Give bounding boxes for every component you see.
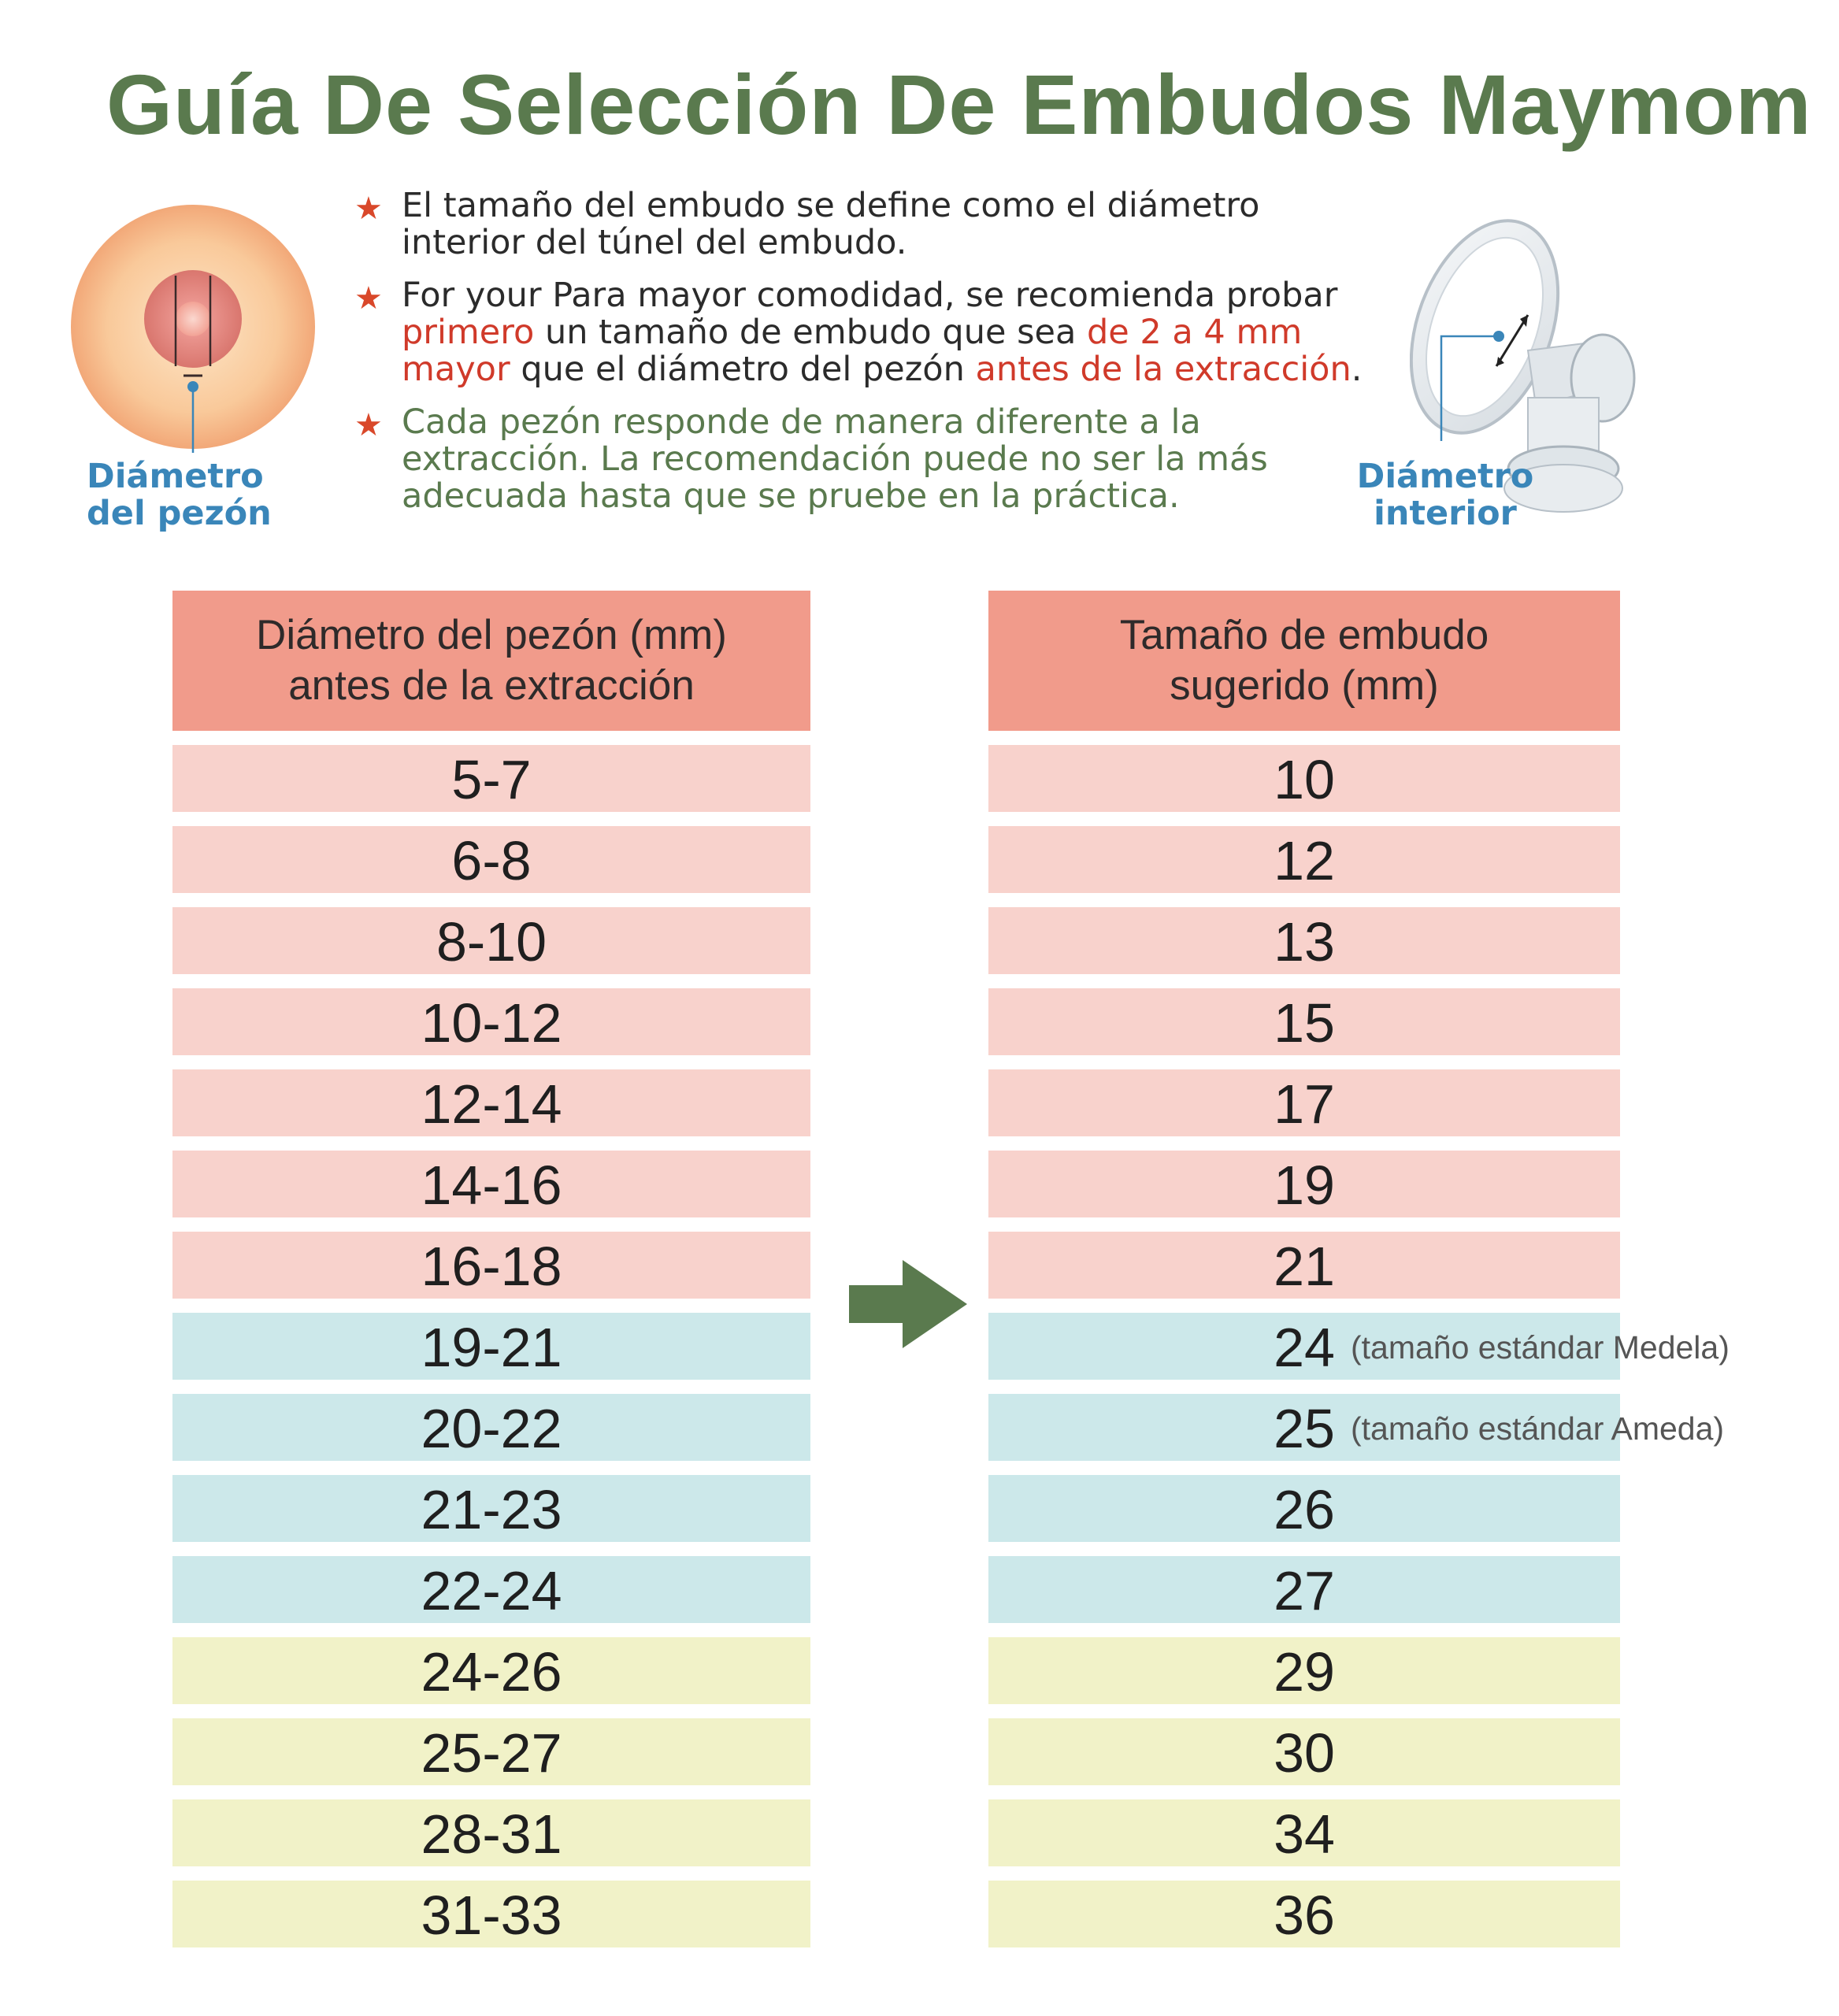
funnel-size-row: 27 <box>988 1556 1620 1623</box>
nipple-diameter-value: 28-31 <box>421 1803 562 1865</box>
nipple-diagram-icon <box>71 205 315 453</box>
funnel-size-row: 15 <box>988 988 1620 1055</box>
funnel-size-value: 27 <box>1274 1560 1335 1621</box>
nipple-diameter-value: 25-27 <box>421 1722 562 1784</box>
funnel-size-value: 24 <box>1274 1317 1335 1378</box>
nipple-diameter-row: 19-21 <box>172 1313 810 1380</box>
nipple-diameter-header: Diámetro del pezón (mm) antes de la extr… <box>172 591 810 731</box>
funnel-size-row: 19 <box>988 1151 1620 1217</box>
nipple-diameter-label: Diámetro del pezón <box>87 458 291 532</box>
nipple-diameter-value: 6-8 <box>451 830 532 891</box>
inner-diameter-label: Diámetro interior <box>1343 458 1548 532</box>
note-text-part: que el diámetro del pezón <box>510 350 976 389</box>
nipple-diameter-table: Diámetro del pezón (mm) antes de la extr… <box>172 591 810 1962</box>
funnel-size-value: 10 <box>1274 749 1335 810</box>
nipple-diameter-value: 5-7 <box>451 749 532 810</box>
funnel-size-row: 12 <box>988 826 1620 893</box>
nipple-diameter-value: 22-24 <box>421 1560 562 1621</box>
note-3: ★ Cada pezón responde de manera diferente… <box>354 404 1378 515</box>
funnel-size-row: 13 <box>988 907 1620 974</box>
standard-size-note: (tamaño estándar Medela) <box>1351 1329 1730 1366</box>
nipple-diameter-row: 24-26 <box>172 1637 810 1704</box>
nipple-diameter-row: 16-18 <box>172 1232 810 1299</box>
nipple-diameter-row: 21-23 <box>172 1475 810 1542</box>
nipple-diameter-row: 5-7 <box>172 745 810 812</box>
funnel-size-row: 17 <box>988 1069 1620 1136</box>
funnel-size-table: Tamaño de embudo sugerido (mm) 10 12 13 15 1… <box>988 591 1730 1962</box>
star-icon: ★ <box>354 407 383 443</box>
note-text-part: Cada pezón responde de manera diferente … <box>402 402 1268 516</box>
nipple-diameter-row: 8-10 <box>172 907 810 974</box>
funnel-size-value: 25 <box>1274 1398 1335 1459</box>
note-text-part: primero <box>402 313 535 352</box>
note-text-part: For your Para mayor comodidad, se recomi… <box>402 276 1338 315</box>
nipple-diameter-row: 10-12 <box>172 988 810 1055</box>
funnel-size-value: 29 <box>1274 1641 1335 1703</box>
funnel-size-row: 34 <box>988 1799 1620 1866</box>
nipple-diameter-header-line1: Diámetro del pezón (mm) <box>256 612 727 658</box>
funnel-size-value: 21 <box>1274 1236 1335 1297</box>
funnel-size-row: 10 <box>988 745 1620 812</box>
funnel-size-row: 36 <box>988 1881 1620 1947</box>
nipple-diameter-row: 20-22 <box>172 1394 810 1461</box>
nipple-diameter-value: 21-23 <box>421 1479 562 1540</box>
notes-list: ★ El tamaño del embudo se define como el … <box>354 187 1378 531</box>
funnel-size-value: 26 <box>1274 1479 1335 1540</box>
funnel-size-value: 17 <box>1274 1073 1335 1135</box>
nipple-diameter-row: 6-8 <box>172 826 810 893</box>
note-text-part: El tamaño del embudo se define como el d… <box>402 186 1260 262</box>
funnel-size-row: 24 (tamaño estándar Medela) <box>988 1313 1730 1380</box>
note-1: ★ El tamaño del embudo se define como el … <box>354 187 1378 261</box>
funnel-size-row: 21 <box>988 1232 1620 1299</box>
standard-size-note: (tamaño estándar Ameda) <box>1351 1410 1725 1447</box>
funnel-size-value: 34 <box>1274 1803 1335 1865</box>
nipple-diameter-value: 10-12 <box>421 992 562 1054</box>
nipple-diameter-value: 19-21 <box>421 1317 562 1378</box>
funnel-size-value: 13 <box>1274 911 1335 973</box>
inner-diameter-label-line1: Diámetro <box>1356 457 1534 496</box>
funnel-size-row: 26 <box>988 1475 1620 1542</box>
nipple-diameter-row: 28-31 <box>172 1799 810 1866</box>
nipple-diameter-header-line2: antes de la extracción <box>288 662 695 709</box>
star-icon: ★ <box>354 280 383 317</box>
funnel-size-header-line1: Tamaño de embudo <box>1119 612 1489 658</box>
nipple-diameter-value: 31-33 <box>421 1884 562 1946</box>
inner-diameter-label-line2: interior <box>1374 494 1517 533</box>
note-text-part: . <box>1351 350 1363 389</box>
nipple-diameter-row: 12-14 <box>172 1069 810 1136</box>
arrow-right-icon <box>849 1260 967 1348</box>
note-text-part: de 2 a 4 mm mayor <box>402 313 1303 389</box>
nipple-diameter-label-line1: Diámetro <box>87 457 264 496</box>
funnel-size-header-line2: sugerido (mm) <box>1170 662 1439 709</box>
nipple-diameter-value: 12-14 <box>421 1073 562 1135</box>
funnel-size-row: 25 (tamaño estándar Ameda) <box>988 1394 1724 1461</box>
funnel-size-value: 19 <box>1274 1154 1335 1216</box>
funnel-size-value: 30 <box>1274 1722 1335 1784</box>
nipple-diameter-value: 20-22 <box>421 1398 562 1459</box>
nipple-diameter-row: 22-24 <box>172 1556 810 1623</box>
nipple-diameter-label-line2: del pezón <box>87 494 272 533</box>
nipple-diameter-value: 16-18 <box>421 1236 562 1297</box>
funnel-size-header: Tamaño de embudo sugerido (mm) <box>988 591 1620 731</box>
nipple-diameter-row: 25-27 <box>172 1718 810 1785</box>
nipple-diameter-value: 14-16 <box>421 1154 562 1216</box>
funnel-size-value: 36 <box>1274 1884 1335 1946</box>
nipple-diameter-value: 8-10 <box>436 911 547 973</box>
breast-funnel-icon <box>1410 219 1636 513</box>
nipple-diameter-value: 24-26 <box>421 1641 562 1703</box>
note-text-part: antes de la extracción <box>975 350 1351 389</box>
nipple-diameter-row: 14-16 <box>172 1151 810 1217</box>
funnel-size-row: 29 <box>988 1637 1620 1704</box>
funnel-size-value: 12 <box>1274 830 1335 891</box>
note-2: ★ For your Para mayor comodidad, se recom… <box>354 277 1378 388</box>
funnel-size-row: 30 <box>988 1718 1620 1785</box>
note-text-part: un tamaño de embudo que sea <box>534 313 1087 352</box>
page-title: Guía De Selección De Embudos Maymom <box>106 57 1812 152</box>
nipple-diameter-row: 31-33 <box>172 1881 810 1947</box>
funnel-size-value: 15 <box>1274 992 1335 1054</box>
star-icon: ★ <box>354 191 383 227</box>
